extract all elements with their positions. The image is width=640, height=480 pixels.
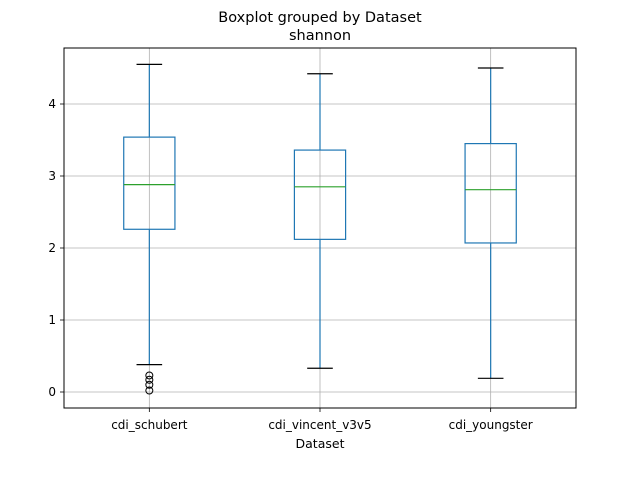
box-cdi_vincent_v3v5 bbox=[293, 73, 347, 369]
box-cdi_youngster bbox=[464, 67, 517, 379]
outlier-point bbox=[145, 375, 154, 384]
box-series bbox=[123, 63, 517, 395]
x-axis-label: Dataset bbox=[296, 436, 345, 451]
x-tick-label: cdi_vincent_v3v5 bbox=[268, 418, 371, 432]
outlier-point bbox=[145, 371, 154, 380]
x-tick-label: cdi_youngster bbox=[449, 418, 533, 432]
y-axis-ticks: 0 1 2 3 4 bbox=[48, 97, 64, 399]
outlier-point bbox=[145, 380, 154, 389]
y-tick-label: 0 bbox=[48, 385, 56, 399]
outlier-point bbox=[145, 386, 154, 395]
iqr-box bbox=[464, 143, 517, 244]
x-tick-label: cdi_schubert bbox=[111, 418, 188, 432]
y-tick-label: 1 bbox=[48, 313, 56, 327]
chart-title: Boxplot grouped by Dataset bbox=[218, 10, 422, 26]
iqr-box bbox=[123, 136, 176, 230]
iqr-box bbox=[293, 149, 347, 240]
y-tick-label: 2 bbox=[48, 241, 56, 255]
y-tick-label: 3 bbox=[48, 169, 56, 183]
x-axis-ticks: cdi_schubert cdi_vincent_v3v5 cdi_youngste… bbox=[111, 408, 533, 432]
box-cdi_schubert bbox=[123, 63, 176, 395]
chart-subtitle: shannon bbox=[289, 28, 351, 44]
y-tick-label: 4 bbox=[48, 97, 56, 111]
